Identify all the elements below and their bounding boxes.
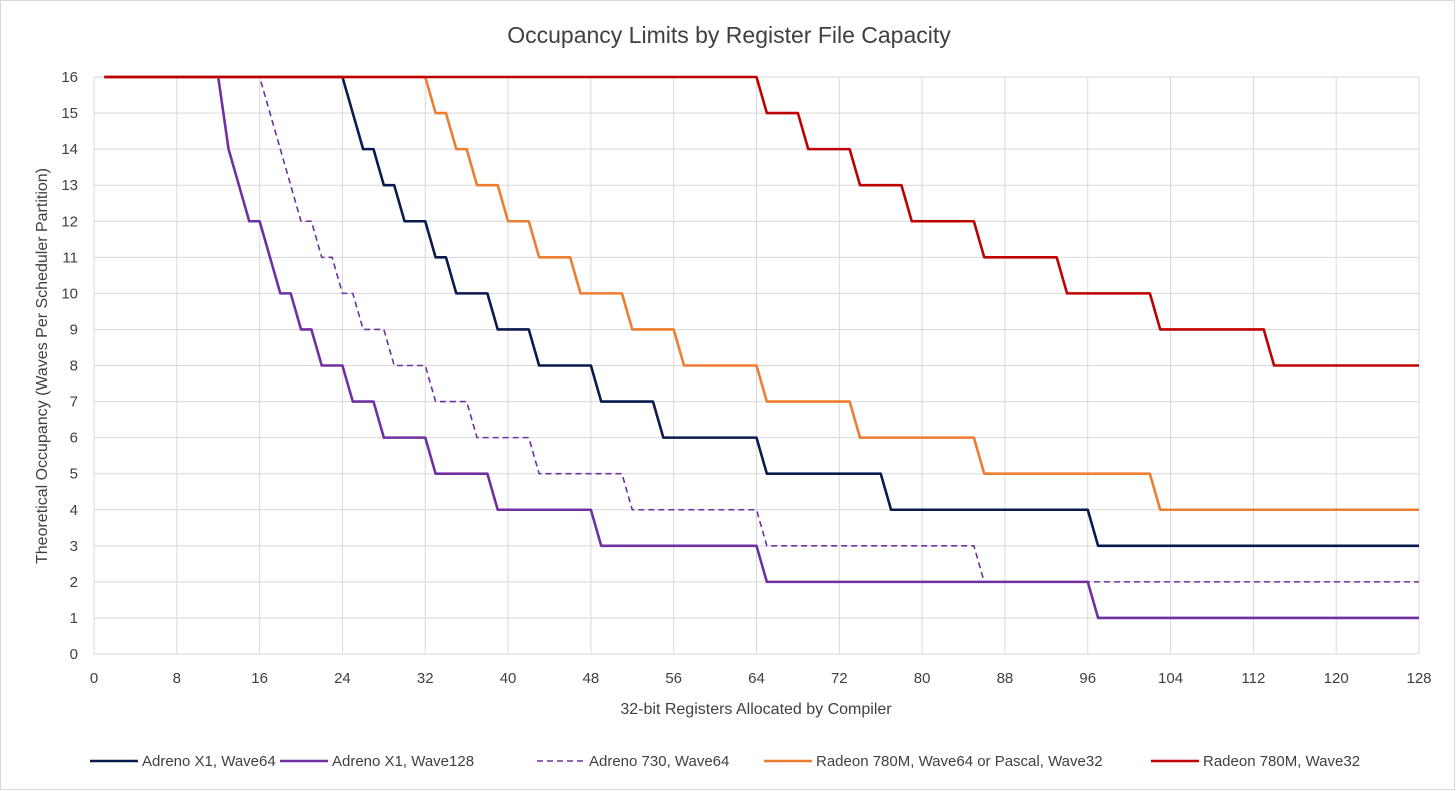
x-tick-label: 56 — [665, 670, 682, 687]
x-tick-label: 112 — [1241, 670, 1265, 687]
y-tick-label: 14 — [61, 141, 78, 158]
y-tick-label: 2 — [70, 574, 78, 591]
x-tick-label: 0 — [90, 670, 98, 687]
x-tick-label: 88 — [997, 670, 1014, 687]
y-tick-label: 16 — [61, 69, 78, 86]
y-tick-label: 5 — [70, 466, 78, 483]
y-tick-label: 13 — [61, 177, 78, 194]
chart-title: Occupancy Limits by Register File Capaci… — [507, 22, 951, 48]
y-tick-label: 8 — [70, 358, 78, 375]
y-tick-label: 10 — [61, 285, 78, 302]
series-lines — [104, 75, 1419, 620]
legend-label-4: Radeon 780M, Wave64 or Pascal, Wave32 — [816, 753, 1103, 770]
y-tick-label: 3 — [70, 538, 78, 555]
y-axis-title: Theoretical Occupancy (Waves Per Schedul… — [34, 168, 51, 564]
series-line-5 — [104, 75, 1419, 367]
y-tick-label: 6 — [70, 430, 78, 447]
x-tick-label: 24 — [334, 670, 351, 687]
x-tick-label: 48 — [583, 670, 600, 687]
y-tick-label: 7 — [70, 394, 78, 411]
x-axis-title: 32-bit Registers Allocated by Compiler — [620, 701, 892, 718]
x-tick-label: 64 — [748, 670, 765, 687]
series-line-3 — [104, 76, 1419, 583]
legend-label-3: Adreno 730, Wave64 — [589, 753, 729, 770]
y-tick-label: 11 — [62, 249, 78, 266]
y-tick-label: 0 — [70, 646, 78, 663]
x-tick-label: 120 — [1324, 670, 1349, 687]
y-tick-label: 15 — [61, 105, 78, 122]
x-tick-label: 40 — [500, 670, 517, 687]
x-tick-label: 8 — [173, 670, 181, 687]
x-tick-label: 32 — [417, 670, 434, 687]
x-tick-label: 104 — [1158, 670, 1183, 687]
x-tick-label: 96 — [1079, 670, 1096, 687]
y-tick-label: 4 — [70, 502, 78, 519]
x-tick-label: 80 — [914, 670, 931, 687]
series-line-2 — [104, 75, 1419, 620]
legend-label-1: Adreno X1, Wave64 — [142, 753, 276, 770]
legend: Adreno X1, Wave64 Adreno X1, Wave128 Adren… — [90, 753, 1360, 770]
x-tick-label: 128 — [1406, 670, 1431, 687]
x-tick-label: 72 — [831, 670, 848, 687]
y-tick-label: 12 — [61, 213, 78, 230]
x-axis-ticks: 0 8 16 24 32 40 48 56 64 72 80 88 96 104 112 120 128 — [90, 670, 1432, 687]
legend-label-2: Adreno X1, Wave128 — [332, 753, 474, 770]
x-tick-label: 16 — [251, 670, 268, 687]
series-line-1 — [104, 75, 1419, 548]
legend-label-5: Radeon 780M, Wave32 — [1203, 753, 1360, 770]
y-tick-label: 1 — [70, 610, 78, 627]
y-tick-label: 9 — [70, 321, 78, 338]
gridlines — [93, 76, 1420, 655]
